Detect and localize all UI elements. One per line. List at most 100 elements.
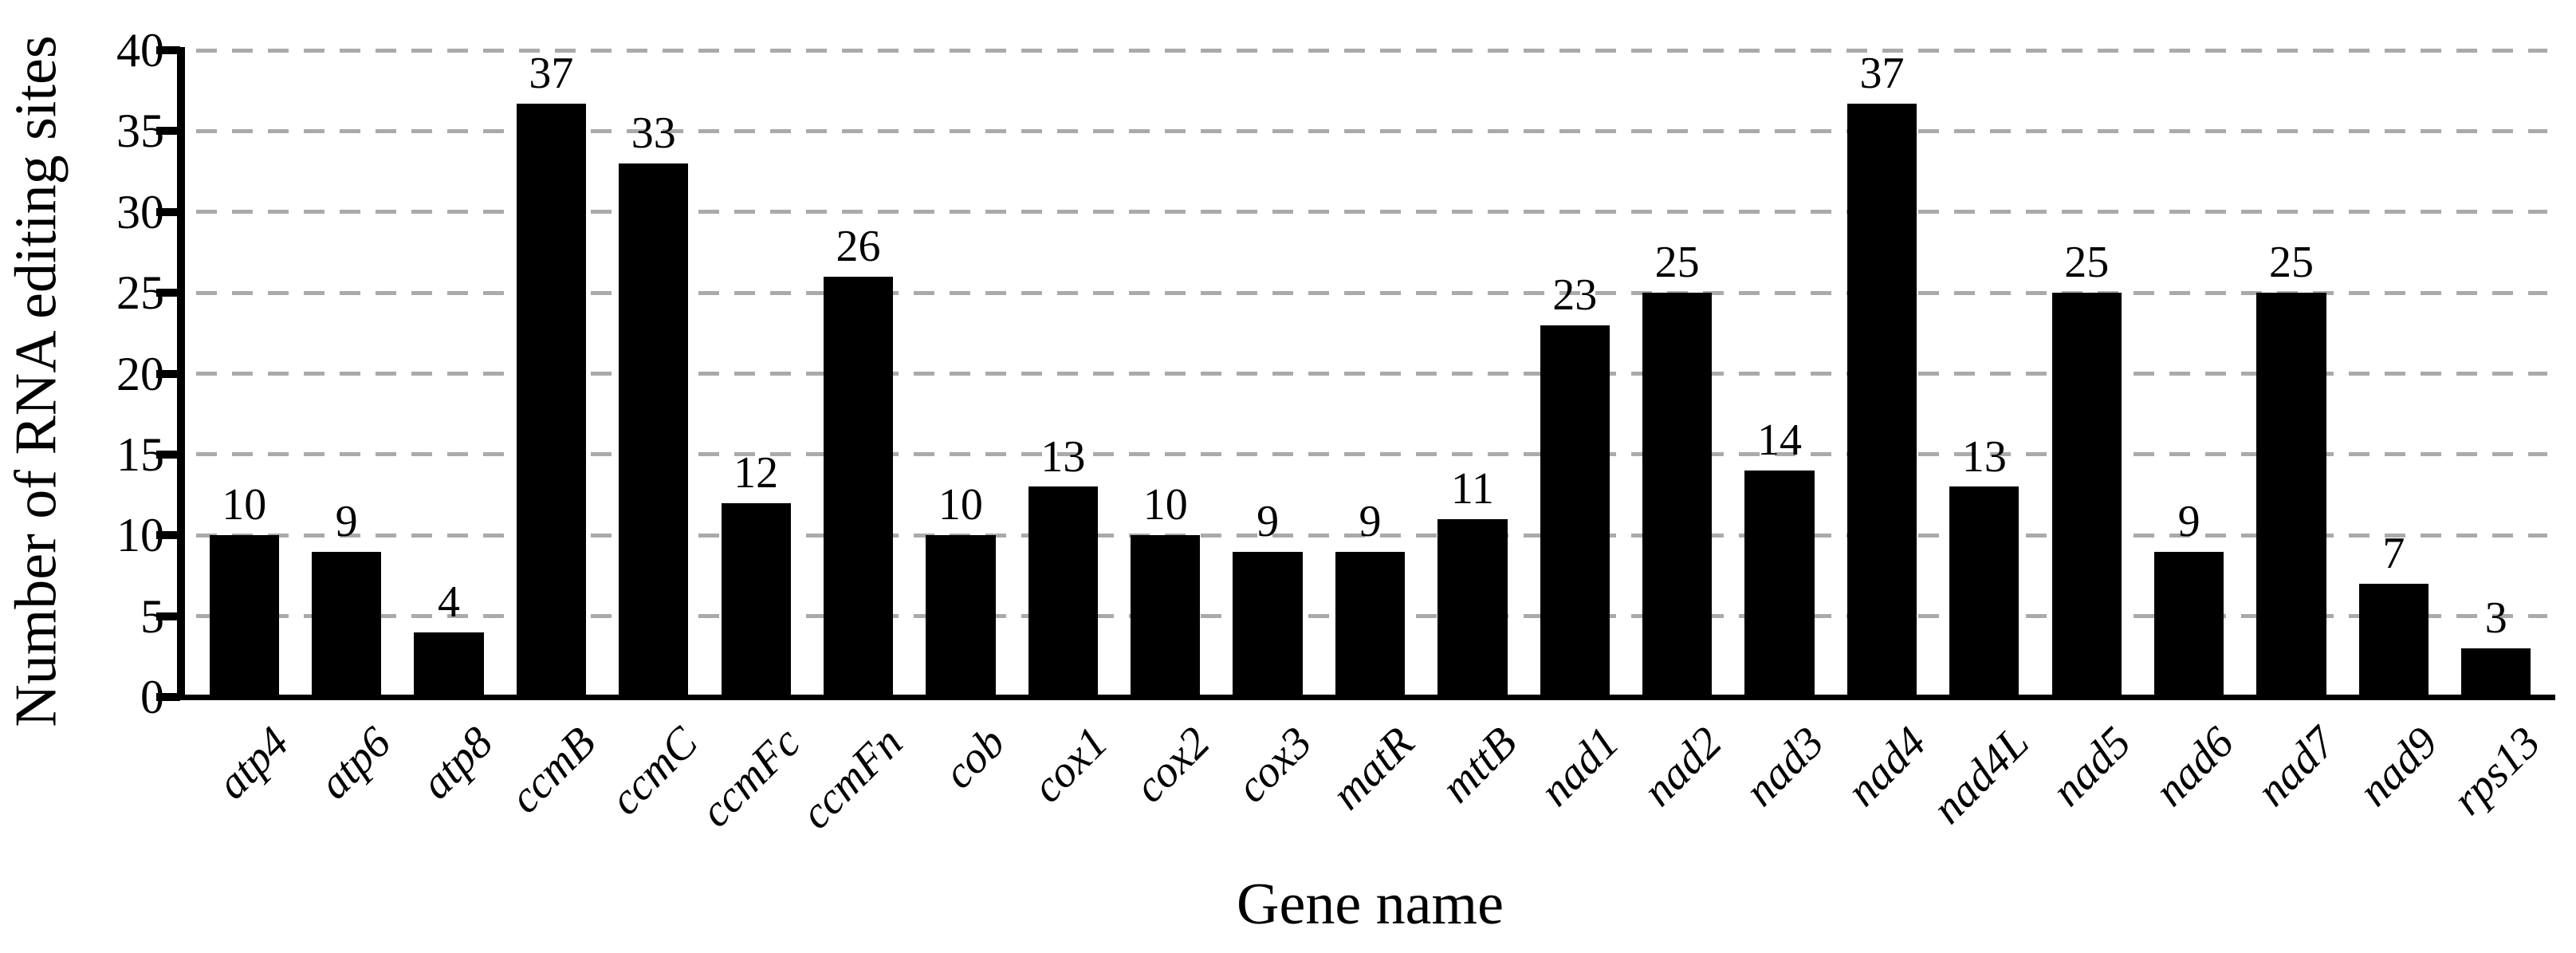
x-axis-category-label: nad7 bbox=[2247, 717, 2346, 816]
bar-group: 23 bbox=[1524, 50, 1626, 697]
bar-value-label: 25 bbox=[2269, 238, 2314, 288]
x-axis-category-slot: atp8 bbox=[398, 697, 503, 864]
x-axis-category-slot: nad2 bbox=[1626, 697, 1731, 864]
bar bbox=[1131, 535, 1201, 697]
y-axis-tick-label: 5 bbox=[140, 589, 164, 643]
y-axis-tick-label: 25 bbox=[116, 266, 164, 320]
x-axis-category-label: atp4 bbox=[206, 717, 298, 809]
x-axis-category-slot: ccmC bbox=[600, 697, 708, 864]
x-axis-title: Gene name bbox=[1237, 872, 1504, 937]
x-axis-category-slot: rps13 bbox=[2443, 697, 2550, 864]
x-axis-category-label: nad3 bbox=[1735, 717, 1834, 816]
x-axis-category-slot: cox2 bbox=[1115, 697, 1220, 864]
x-axis-category-slot: nad4 bbox=[1831, 697, 1936, 864]
bar-value-label: 9 bbox=[1359, 496, 1382, 546]
bar bbox=[823, 276, 894, 697]
bar-value-label: 9 bbox=[335, 496, 358, 546]
x-axis-category-label: cob bbox=[934, 717, 1015, 798]
bar-value-label: 10 bbox=[1142, 480, 1188, 530]
bar bbox=[721, 502, 791, 697]
bars-plot-area: 10 9 4 37 33 12 26 10 13 10 9 9 11 23 25 14 37 13 25 9 25 7 3 bbox=[193, 50, 2547, 697]
bar-value-label: 7 bbox=[2382, 529, 2405, 579]
bar-group: 7 bbox=[2342, 50, 2444, 697]
bar-group: 13 bbox=[1012, 50, 1114, 697]
y-axis-tick bbox=[156, 127, 180, 136]
bar-value-label: 13 bbox=[1040, 431, 1086, 482]
y-axis-tick bbox=[156, 531, 180, 540]
bar bbox=[1846, 103, 1917, 697]
bar bbox=[2461, 648, 2531, 697]
bar bbox=[209, 535, 279, 697]
gridline bbox=[196, 452, 2547, 457]
x-axis-category-label: cox3 bbox=[1227, 717, 1322, 813]
y-axis-tick bbox=[156, 693, 180, 701]
bar-group: 10 bbox=[910, 50, 1012, 697]
y-axis-tick-label: 10 bbox=[116, 509, 164, 562]
bar-group: 9 bbox=[1217, 50, 1319, 697]
bar-value-label: 10 bbox=[938, 480, 983, 530]
bar-group: 25 bbox=[1626, 50, 1728, 697]
gridline bbox=[196, 48, 2547, 53]
x-axis-category-slot: mttB bbox=[1422, 697, 1527, 864]
bar-group: 25 bbox=[2035, 50, 2137, 697]
x-axis-category-label: ccmC bbox=[600, 717, 708, 825]
bar bbox=[2358, 584, 2429, 697]
x-axis-category-slot: nad5 bbox=[2035, 697, 2141, 864]
bar-group: 9 bbox=[2137, 50, 2240, 697]
x-axis-category-slot: cob bbox=[910, 697, 1015, 864]
bar-group: 10 bbox=[193, 50, 295, 697]
x-axis-category-label: matR bbox=[1322, 717, 1425, 820]
bar-value-label: 23 bbox=[1552, 270, 1598, 320]
x-axis-category-slot: nad3 bbox=[1728, 697, 1834, 864]
bar-group: 9 bbox=[295, 50, 397, 697]
bar-group: 9 bbox=[1319, 50, 1421, 697]
bar-value-label: 9 bbox=[2177, 496, 2200, 546]
x-axis-category-label: ccmFn bbox=[791, 717, 913, 839]
bar bbox=[2256, 293, 2326, 697]
bar-value-label: 37 bbox=[529, 49, 574, 98]
y-axis-tick bbox=[156, 369, 180, 378]
y-axis-tick bbox=[156, 207, 180, 216]
bar bbox=[1335, 551, 1406, 697]
x-axis-category-label: ccmFc bbox=[690, 717, 810, 837]
bar bbox=[1540, 325, 1610, 697]
x-axis-category-slot: matR bbox=[1319, 697, 1425, 864]
bar bbox=[414, 632, 484, 697]
bar-value-label: 12 bbox=[733, 447, 779, 498]
x-axis-category-slot: atp4 bbox=[193, 697, 298, 864]
bar-group: 13 bbox=[1933, 50, 2035, 697]
bar-value-label: 3 bbox=[2484, 593, 2507, 644]
x-axis-category-slot: nad4L bbox=[1922, 697, 2038, 864]
x-axis-category-label: ccmB bbox=[500, 717, 606, 823]
x-axis-category-label: cox1 bbox=[1022, 717, 1118, 813]
y-axis-tick bbox=[156, 612, 180, 620]
bar-group: 11 bbox=[1422, 50, 1524, 697]
bar bbox=[1949, 486, 2020, 697]
gridline bbox=[196, 533, 2547, 538]
bar-value-label: 10 bbox=[222, 480, 267, 530]
x-axis-category-slot: nad9 bbox=[2342, 697, 2448, 864]
x-axis-line bbox=[177, 695, 2555, 700]
bar-group: 14 bbox=[1728, 50, 1831, 697]
bar bbox=[1642, 293, 1713, 697]
bar-group: 37 bbox=[500, 50, 602, 697]
bar-group: 4 bbox=[398, 50, 500, 697]
bar-group: 25 bbox=[2240, 50, 2342, 697]
x-axis-category-slot: cox3 bbox=[1217, 697, 1322, 864]
bar-group: 33 bbox=[603, 50, 705, 697]
x-axis-category-label: atp8 bbox=[411, 717, 503, 809]
gridline bbox=[196, 210, 2547, 215]
x-axis-category-slot: ccmB bbox=[500, 697, 606, 864]
y-axis-tick-label: 20 bbox=[116, 347, 164, 400]
bar bbox=[1744, 471, 1815, 697]
y-axis-tick bbox=[156, 450, 180, 459]
bar bbox=[311, 551, 382, 697]
y-axis-tick-label: 15 bbox=[116, 427, 164, 481]
bar bbox=[1437, 518, 1508, 697]
x-axis-category-label: nad9 bbox=[2350, 717, 2448, 816]
x-axis-category-slot: ccmFc bbox=[691, 697, 810, 864]
bar-group: 3 bbox=[2445, 50, 2547, 697]
x-axis-category-slot: nad6 bbox=[2137, 697, 2243, 864]
bar bbox=[2153, 551, 2224, 697]
